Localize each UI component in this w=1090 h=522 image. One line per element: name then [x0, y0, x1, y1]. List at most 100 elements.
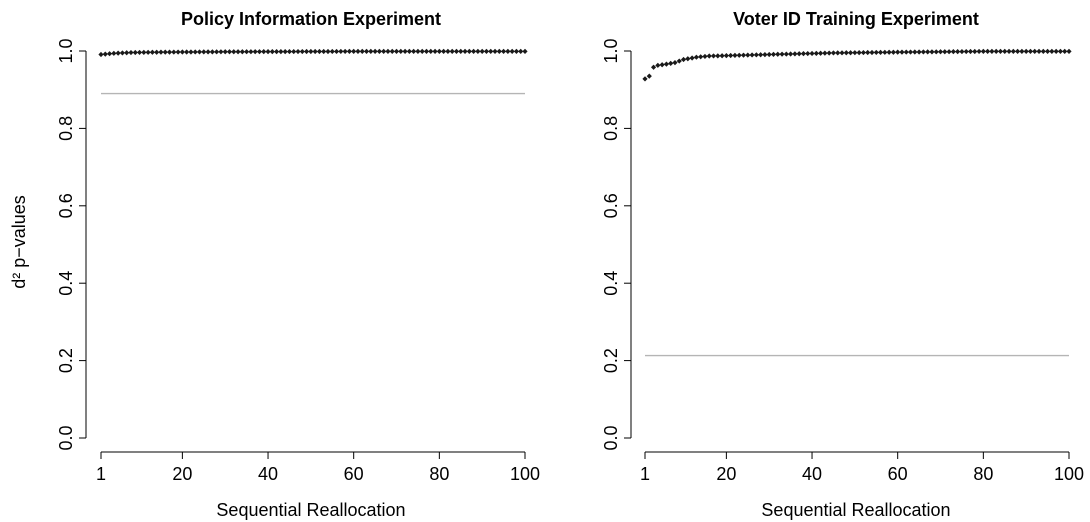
data-point — [329, 48, 335, 55]
data-point — [393, 48, 400, 54]
data-point — [522, 48, 528, 54]
y-tick-label: 0.0 — [56, 425, 76, 450]
data-point — [762, 51, 768, 58]
data-point — [102, 51, 108, 57]
data-point — [706, 53, 712, 59]
data-point — [766, 51, 772, 58]
data-point — [252, 49, 258, 55]
data-point — [869, 49, 875, 56]
data-point — [685, 56, 691, 62]
data-point — [462, 48, 468, 54]
y-axis-label: d² p−values — [9, 195, 29, 289]
y-tick-label: 0.2 — [601, 348, 621, 373]
data-point — [933, 49, 939, 55]
data-point — [843, 50, 849, 56]
x-axis-label: Sequential Reallocation — [761, 500, 950, 520]
data-point — [342, 48, 348, 55]
data-point — [753, 52, 759, 58]
x-axis-label: Sequential Reallocation — [216, 500, 405, 520]
data-point — [235, 49, 241, 55]
x-tick-label: 100 — [510, 464, 540, 484]
data-point — [1015, 48, 1021, 54]
data-point — [398, 48, 404, 54]
data-point — [479, 48, 485, 54]
data-point — [899, 49, 905, 55]
data-point — [286, 48, 293, 55]
data-point — [124, 50, 130, 56]
data-point — [231, 49, 237, 55]
data-point — [980, 48, 986, 54]
data-point — [916, 49, 922, 55]
data-point — [745, 52, 751, 58]
data-point — [196, 49, 203, 55]
data-point — [809, 50, 815, 57]
data-point — [865, 49, 871, 56]
data-point — [989, 48, 995, 54]
data-point — [500, 48, 507, 54]
data-point — [471, 48, 477, 54]
x-tick-label: 40 — [258, 464, 278, 484]
data-point — [363, 48, 370, 54]
data-point — [184, 49, 190, 55]
data-point — [976, 48, 982, 55]
data-point — [325, 48, 331, 55]
x-tick-label: 20 — [172, 464, 192, 484]
data-point — [162, 49, 168, 55]
data-point — [492, 48, 498, 54]
chart-title: Policy Information Experiment — [181, 9, 441, 29]
data-point — [963, 48, 969, 55]
data-point — [432, 48, 438, 54]
data-point — [273, 49, 280, 55]
data-point — [278, 49, 284, 55]
data-point — [985, 48, 991, 54]
data-point — [955, 49, 961, 55]
x-tick-label: 40 — [802, 464, 822, 484]
data-point — [248, 49, 254, 55]
data-point — [912, 49, 918, 55]
chart-panel-policy-information: Policy Information Experiment Sequential… — [9, 9, 540, 520]
data-point — [929, 49, 935, 55]
chart-title: Voter ID Training Experiment — [733, 9, 979, 29]
data-point — [136, 49, 143, 56]
data-point — [359, 48, 365, 54]
data-point — [642, 76, 648, 82]
data-point — [355, 48, 361, 54]
data-point — [698, 54, 704, 60]
data-point — [817, 50, 824, 56]
data-point — [1002, 48, 1008, 54]
data-point — [937, 49, 944, 55]
data-point — [732, 52, 738, 59]
chart-panel-voter-id-training: Voter ID Training Experiment Sequential … — [601, 9, 1084, 520]
data-point — [154, 49, 160, 55]
data-point — [1010, 48, 1016, 54]
data-point — [458, 48, 464, 54]
data-point — [946, 49, 952, 55]
data-point — [668, 60, 674, 66]
data-point — [1044, 48, 1051, 54]
data-point — [261, 49, 267, 55]
data-point — [303, 48, 310, 55]
data-point — [453, 48, 460, 54]
data-point — [1032, 48, 1038, 54]
data-point — [141, 49, 147, 55]
data-point — [835, 50, 841, 56]
data-point — [291, 48, 297, 55]
data-point — [758, 52, 764, 58]
data-point — [655, 62, 661, 68]
y-tick-label: 1.0 — [601, 38, 621, 63]
y-tick-label: 0.4 — [56, 271, 76, 296]
data-point — [423, 48, 430, 54]
data-point — [222, 49, 228, 55]
y-tick-label: 0.8 — [601, 116, 621, 141]
data-point — [98, 51, 104, 58]
data-point — [419, 48, 425, 54]
data-point — [1023, 48, 1029, 54]
data-point — [822, 50, 828, 56]
data-point — [659, 62, 665, 68]
data-point — [389, 48, 395, 54]
data-point — [175, 49, 181, 55]
data-point — [895, 49, 901, 55]
data-point — [376, 48, 382, 54]
x-tick-label: 1 — [640, 464, 650, 484]
data-point — [171, 49, 177, 55]
